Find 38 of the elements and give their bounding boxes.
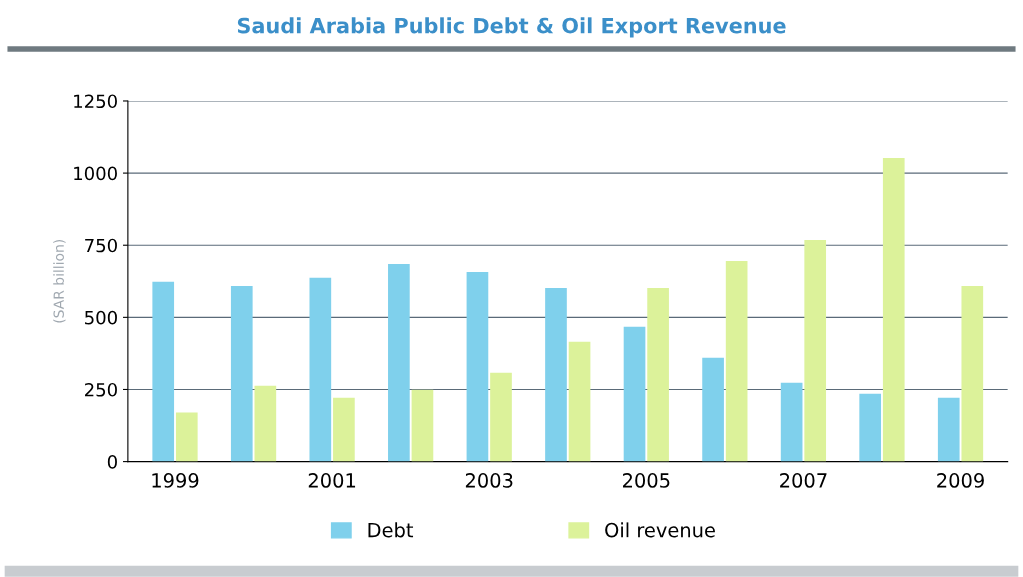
- bar: [804, 240, 827, 462]
- bar: [882, 158, 905, 462]
- bar: [725, 261, 748, 462]
- bar: [859, 393, 882, 462]
- x-tick-label: 2007: [780, 473, 827, 488]
- y-tick-label: 250: [85, 382, 117, 397]
- bar: [254, 385, 277, 462]
- bar: [937, 397, 960, 462]
- bar: [568, 341, 591, 462]
- bar: [388, 263, 410, 462]
- bar: [490, 372, 512, 462]
- bar: [623, 326, 646, 462]
- chart-title: Saudi Arabia Public Debt & Oil Export Revenue: [237, 17, 786, 38]
- bar: [780, 382, 803, 462]
- y-tick-label: 1000: [74, 166, 117, 181]
- y-tick-label: 1250: [74, 94, 117, 109]
- bar: [175, 412, 198, 462]
- x-tick-label: 2003: [465, 473, 513, 488]
- bar: [309, 277, 332, 462]
- bar: [230, 285, 253, 462]
- bar: [647, 287, 669, 462]
- y-tick-label: 500: [85, 310, 117, 325]
- bar: [333, 397, 355, 462]
- legend-label: Debt: [368, 522, 414, 538]
- x-tick-label: 2009: [937, 473, 984, 488]
- bar: [545, 287, 567, 462]
- bar: [152, 281, 175, 462]
- y-axis-title: (SAR billion): [53, 239, 66, 323]
- y-tick-label: 750: [85, 238, 117, 253]
- legend-label: Oil revenue: [605, 522, 715, 538]
- x-tick-label: 2001: [308, 473, 356, 488]
- x-tick-label: 2005: [623, 473, 670, 488]
- bar: [411, 389, 434, 462]
- y-tick-label: 0: [107, 455, 117, 469]
- x-tick-label: 1999: [152, 473, 199, 488]
- bar: [961, 285, 984, 462]
- bar: [466, 272, 489, 462]
- bar: [702, 357, 724, 462]
